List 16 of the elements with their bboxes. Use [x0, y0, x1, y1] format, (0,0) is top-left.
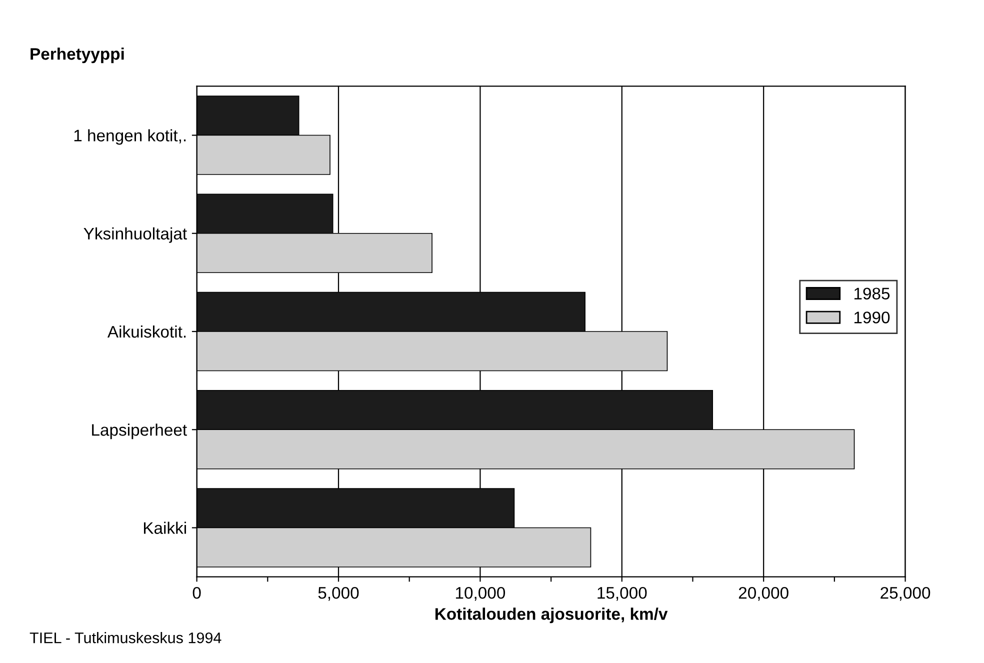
legend-label: 1990	[854, 312, 890, 324]
x-tick-label: 5,000	[318, 586, 359, 601]
y-tick-label: Yksinhuoltajat	[84, 227, 187, 243]
y-tick-label: Lapsiperheet	[92, 424, 187, 440]
y-tick-label: 1 hengen kotit,.	[74, 129, 186, 145]
x-axis-title: Kotitalouden ajosuorite, km/v	[435, 608, 668, 624]
legend-label: 1985	[854, 288, 890, 300]
y-axis-title: Perhetyyppi	[30, 48, 124, 64]
x-tick-label: 25,000	[880, 586, 930, 601]
x-tick-label: 15,000	[598, 586, 647, 601]
x-tick-label: 10,000	[456, 586, 506, 601]
x-tick-label: 0	[192, 586, 201, 599]
y-tick-label: Aikuiskotit.	[107, 325, 186, 338]
text: TIEL - Tutkimuskeskus 1994	[30, 632, 222, 644]
x-tick-label: 20,000	[738, 586, 788, 601]
y-tick-label: Kaikki	[144, 522, 186, 534]
